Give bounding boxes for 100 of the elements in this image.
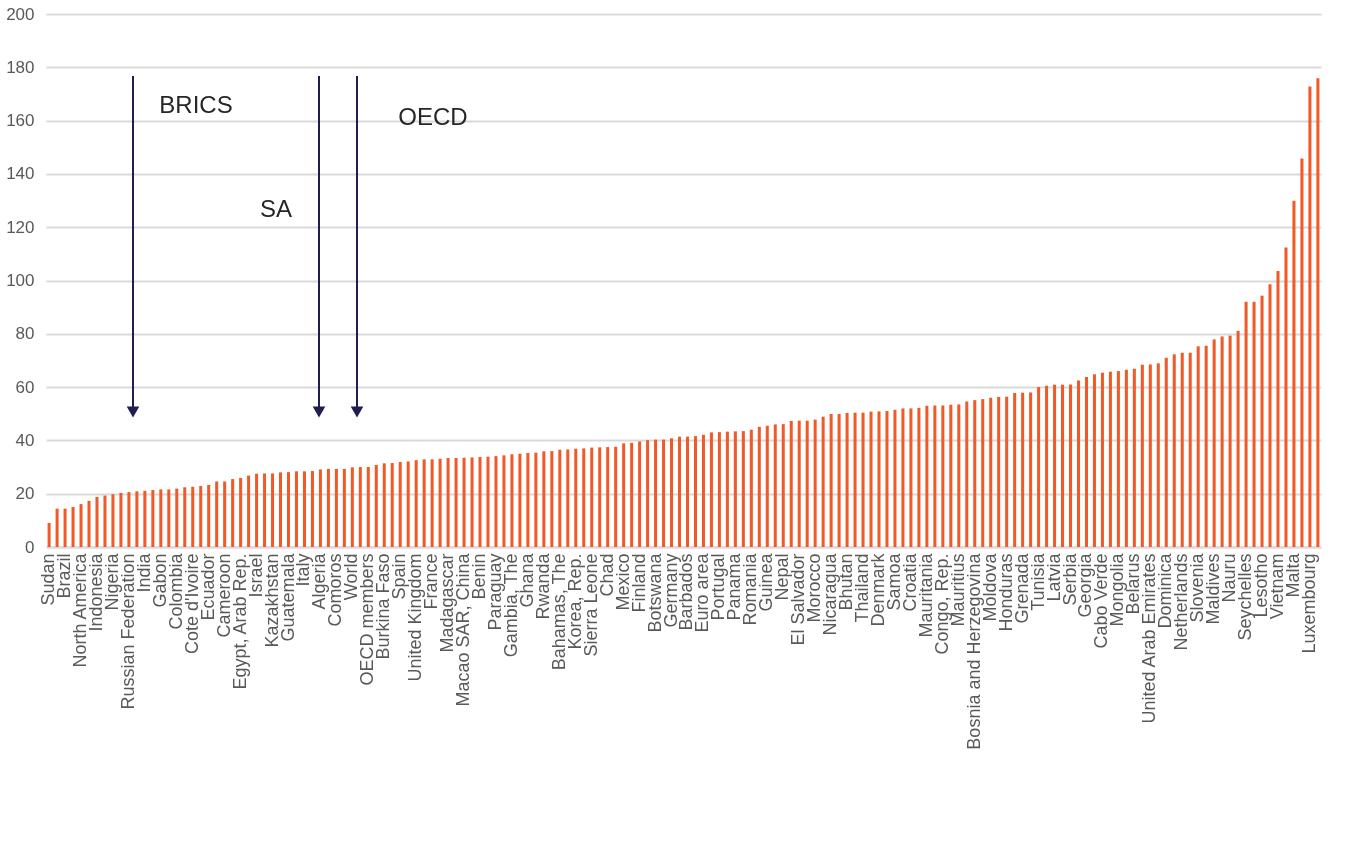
x-tick-label: Mongolia	[1107, 552, 1128, 627]
bar	[302, 471, 306, 547]
bar	[765, 425, 769, 547]
bar	[614, 446, 618, 547]
bar	[87, 500, 91, 547]
x-tick-label: Madagascar	[437, 553, 458, 653]
bar	[773, 424, 777, 547]
bar	[119, 492, 123, 547]
bar	[1236, 330, 1240, 547]
bar	[374, 464, 378, 547]
bar	[175, 488, 179, 547]
bar	[79, 504, 83, 547]
annotation: SA	[259, 195, 293, 222]
bar	[55, 508, 59, 547]
bar	[797, 420, 801, 547]
bar	[151, 489, 155, 547]
bar	[470, 457, 474, 547]
x-tick-label: Benin	[469, 553, 490, 600]
bar	[167, 489, 171, 547]
bar	[662, 439, 666, 547]
bar	[1284, 247, 1288, 547]
bar	[965, 401, 969, 547]
bar	[1156, 363, 1160, 547]
bar	[1148, 364, 1152, 547]
bar	[1308, 86, 1312, 547]
bar	[853, 412, 857, 547]
bar	[135, 491, 139, 547]
bar	[1292, 200, 1296, 547]
bar	[494, 456, 498, 547]
y-tick-label: 80	[15, 324, 35, 344]
bar	[1188, 352, 1192, 547]
bar	[757, 426, 761, 547]
bar	[909, 408, 913, 547]
bar	[789, 420, 793, 547]
bar	[95, 496, 99, 547]
bar	[1140, 364, 1144, 547]
bar	[630, 442, 634, 547]
bar	[542, 451, 546, 547]
bar	[813, 419, 817, 547]
bar	[781, 424, 785, 547]
bar	[957, 404, 961, 547]
bar	[255, 473, 259, 547]
bar	[239, 477, 243, 547]
x-tick-label: Brazil	[54, 553, 75, 599]
bar	[1228, 335, 1232, 547]
bar	[1021, 392, 1025, 547]
bar	[670, 438, 674, 547]
bar	[502, 455, 506, 547]
x-tick-label: World	[341, 553, 362, 601]
bar	[741, 431, 745, 547]
bar	[941, 405, 945, 547]
bar	[247, 475, 251, 547]
bar	[654, 439, 658, 547]
bar	[510, 454, 514, 547]
x-tick-label: Kazakhstan	[261, 553, 282, 648]
bar	[1076, 380, 1081, 547]
bar	[646, 440, 650, 547]
x-tick-label: Seychelles	[1235, 553, 1256, 641]
bar	[422, 459, 426, 547]
bar	[1316, 78, 1320, 547]
bar	[709, 432, 713, 547]
bar	[1108, 371, 1112, 547]
bar	[462, 457, 466, 547]
bar	[263, 473, 267, 547]
x-tick-label: Italy	[293, 553, 314, 587]
bar	[231, 479, 235, 547]
bar	[1061, 384, 1065, 547]
x-tick-label: Bosnia and Herzegovina	[963, 552, 984, 750]
bar	[478, 456, 482, 547]
bar	[1180, 352, 1184, 547]
x-tick-label: Portugal	[708, 553, 729, 621]
bar	[1116, 371, 1120, 547]
bar	[1092, 374, 1096, 547]
bar	[717, 432, 721, 547]
bar	[877, 411, 881, 547]
y-tick-label: 140	[6, 164, 35, 184]
y-tick-label: 160	[6, 111, 35, 131]
bar	[127, 492, 131, 547]
bar	[1204, 345, 1208, 547]
y-tick-label: 120	[6, 217, 35, 237]
bar	[366, 467, 370, 547]
bar	[685, 436, 690, 547]
bar	[574, 448, 578, 547]
bar	[598, 447, 602, 547]
bar	[837, 414, 841, 547]
bar	[326, 468, 330, 547]
bar	[1053, 384, 1057, 547]
y-tick-label: 40	[15, 430, 35, 450]
bar	[438, 458, 442, 547]
bar	[989, 397, 993, 547]
bar	[271, 473, 275, 547]
bar	[1037, 387, 1041, 547]
bar	[622, 443, 626, 547]
bar	[47, 523, 51, 547]
bar	[334, 468, 338, 547]
y-tick-label: 100	[6, 271, 35, 290]
bar	[1045, 385, 1049, 547]
bar	[342, 468, 346, 547]
y-tick-label: 20	[15, 484, 35, 504]
annotation: BRICS	[159, 91, 233, 118]
